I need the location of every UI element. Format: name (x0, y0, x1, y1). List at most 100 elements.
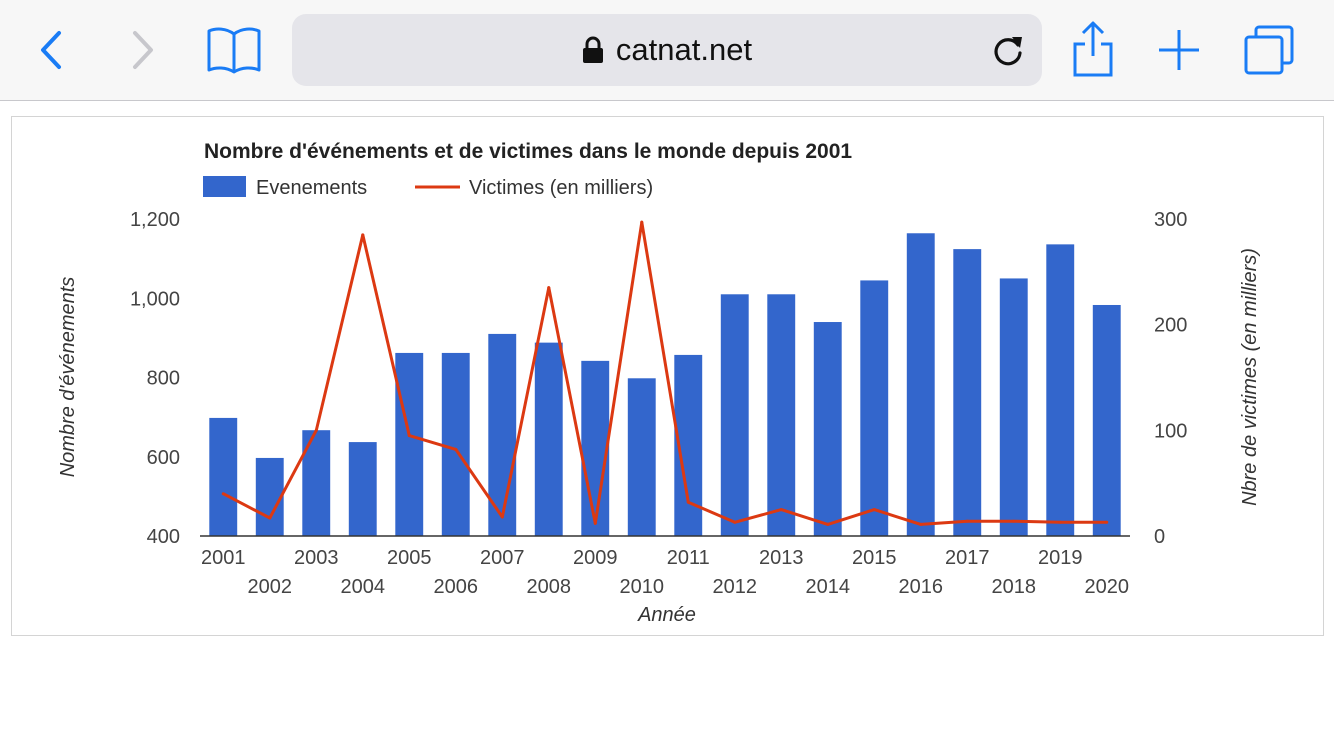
x-tick-label: 2005 (387, 547, 432, 569)
bar (1092, 304, 1121, 536)
x-tick-label: 2016 (899, 576, 944, 598)
line-point (1012, 519, 1016, 523)
reload-icon (994, 37, 1022, 66)
line-point (268, 516, 272, 520)
y2-tick-label: 300 (1154, 209, 1187, 231)
x-tick-label: 2010 (620, 576, 665, 598)
tabs-button[interactable] (1240, 22, 1298, 78)
y2-axis-label: Nbre de victimes (en milliers) (1239, 248, 1261, 506)
chart-container: Nombre d'événements et de victimes dans … (11, 116, 1324, 636)
x-tick-label: 2014 (806, 576, 851, 598)
x-tick-label: 2012 (713, 576, 758, 598)
x-tick-label: 2001 (201, 547, 246, 569)
bar (720, 294, 749, 536)
x-tick-label: 2002 (248, 576, 293, 598)
y-tick-label: 400 (147, 526, 180, 548)
bar (1046, 244, 1075, 537)
bar (488, 333, 517, 536)
line-point (361, 233, 365, 237)
chart-title: Nombre d'événements et de victimes dans … (204, 140, 852, 163)
x-tick-label: 2009 (573, 547, 618, 569)
line-point (1105, 520, 1109, 524)
y-tick-label: 1,000 (130, 288, 180, 310)
line-series (221, 220, 1109, 526)
share-button[interactable] (1068, 18, 1118, 80)
new-tab-button[interactable] (1154, 24, 1204, 76)
plus-icon (1159, 30, 1199, 70)
bar (953, 249, 982, 537)
bar (627, 378, 656, 536)
y-tick-label: 800 (147, 368, 180, 390)
x-tick-label: 2003 (294, 547, 339, 569)
x-tick-label: 2018 (992, 576, 1037, 598)
y-axis-ticks: 400 600 800 1,000 1,200 (130, 209, 180, 548)
share-icon (1073, 21, 1113, 77)
bar (255, 457, 284, 536)
x-tick-label: 2017 (945, 547, 990, 569)
bar (395, 352, 424, 536)
line-point (733, 520, 737, 524)
bar (581, 360, 610, 536)
tabs-icon (1244, 25, 1294, 75)
x-tick-label: 2006 (434, 576, 479, 598)
chart: Nombre d'événements et de victimes dans … (57, 140, 1261, 626)
line-point (1058, 520, 1062, 524)
x-axis-ticks: 2001200220032004200520062007200820092010… (201, 547, 1129, 598)
victimes-line (222, 220, 1107, 526)
line-point (965, 519, 969, 523)
x-tick-label: 2020 (1085, 576, 1130, 598)
line-point (314, 428, 318, 432)
line-point (547, 286, 551, 290)
bar (441, 352, 470, 536)
lock-icon (582, 36, 603, 63)
bar (767, 294, 796, 536)
x-tick-label: 2019 (1038, 547, 1083, 569)
legend: Evenements Victimes (en milliers) (203, 176, 653, 199)
y2-axis-ticks: 0 100 200 300 (1154, 209, 1187, 548)
browser-toolbar: catnat.net (0, 0, 1334, 101)
x-tick-label: 2013 (759, 547, 804, 569)
address-bar[interactable]: catnat.net (292, 14, 1042, 86)
x-tick-label: 2007 (480, 547, 525, 569)
bar (999, 278, 1028, 536)
legend-label-victimes: Victimes (en milliers) (469, 177, 653, 199)
chevron-right-icon (133, 31, 153, 69)
line-point (407, 434, 411, 438)
bar (348, 442, 377, 536)
x-tick-label: 2015 (852, 547, 897, 569)
forward-button[interactable] (120, 24, 164, 76)
line-point (454, 447, 458, 451)
line-point (919, 522, 923, 526)
legend-swatch-evenements (203, 176, 246, 197)
x-tick-label: 2008 (527, 576, 572, 598)
book-icon (207, 27, 261, 74)
chevron-left-icon (41, 31, 61, 69)
y-axis-label: Nombre d'événements (57, 277, 79, 478)
back-button[interactable] (30, 24, 74, 76)
bar (209, 417, 238, 536)
y2-tick-label: 0 (1154, 526, 1165, 548)
line-point (593, 521, 597, 525)
line-point (872, 508, 876, 512)
line-point (779, 508, 783, 512)
line-point (500, 515, 504, 519)
url-text: catnat.net (615, 32, 753, 67)
legend-label-evenements: Evenements (256, 177, 367, 199)
bar (534, 342, 563, 536)
bookmarks-button[interactable] (204, 24, 264, 76)
y-tick-label: 600 (147, 447, 180, 469)
line-point (686, 500, 690, 504)
line-point (221, 492, 225, 496)
x-axis-label: Année (637, 604, 696, 626)
line-point (826, 522, 830, 526)
bar (906, 233, 935, 536)
y2-tick-label: 100 (1154, 420, 1187, 442)
reload-button[interactable] (988, 30, 1028, 70)
bar (813, 322, 842, 536)
bar-series (209, 233, 1121, 537)
bar (860, 280, 889, 536)
y-tick-label: 1,200 (130, 209, 180, 231)
x-tick-label: 2004 (341, 576, 386, 598)
x-tick-label: 2011 (667, 547, 710, 569)
y2-tick-label: 200 (1154, 315, 1187, 337)
